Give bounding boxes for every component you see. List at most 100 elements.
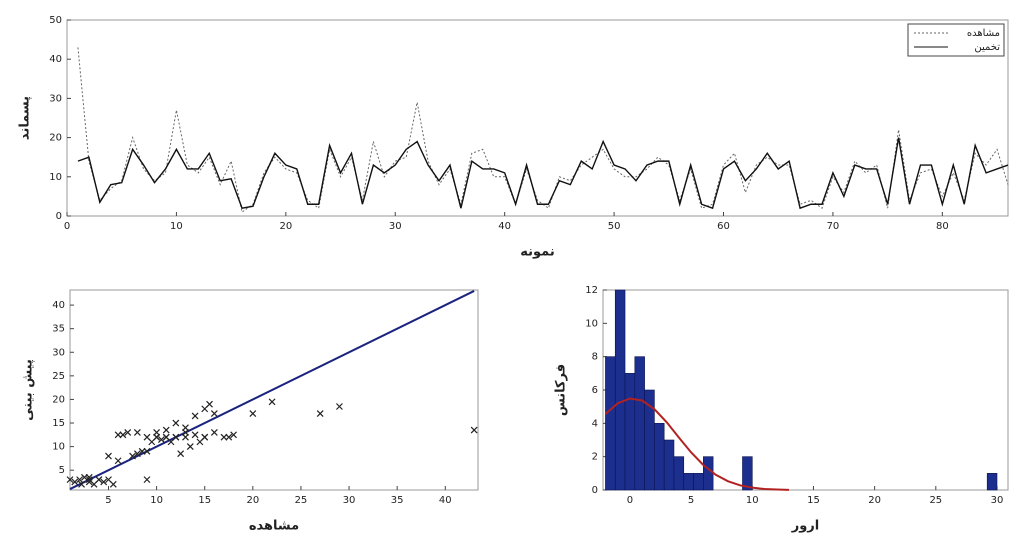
x-tick-label: 0 — [64, 221, 70, 232]
scatter-point — [153, 433, 161, 441]
plot-frame — [66, 19, 1009, 217]
scatter-point — [316, 410, 324, 418]
scatter-point — [143, 476, 151, 484]
histogram-bar — [693, 473, 704, 491]
scatter-point — [76, 476, 84, 484]
scatter-point — [143, 447, 151, 455]
y-tick-label: 50 — [49, 15, 62, 26]
scatter-point — [109, 480, 117, 488]
y-tick-label: 4 — [592, 418, 598, 429]
y-tick-label: 30 — [49, 93, 62, 104]
scatter-point — [100, 478, 108, 486]
scatter-point — [129, 452, 136, 460]
x-tick-label: 0 — [627, 495, 633, 506]
scatter-point — [186, 443, 194, 451]
histogram-bar — [634, 356, 645, 491]
plot-frame — [69, 289, 479, 491]
x-tick-label: 20 — [246, 495, 259, 506]
y-tick-label: 0 — [592, 485, 598, 496]
scatter-point — [268, 398, 276, 406]
scatter-point — [162, 433, 170, 441]
scatter-point — [182, 429, 189, 436]
scatter-point — [230, 431, 238, 439]
y-tick-label: 35 — [52, 324, 65, 335]
scatter-point — [162, 426, 170, 434]
scatter-point — [191, 412, 199, 420]
histogram-bar — [605, 356, 616, 491]
x-tick-label: 30 — [991, 495, 1004, 506]
histogram-bar — [742, 456, 753, 491]
scatter-point — [206, 400, 213, 408]
y-tick-label: 25 — [52, 371, 65, 382]
histogram-bar — [683, 473, 694, 491]
y-tick-label: 40 — [49, 54, 62, 65]
y-tick-label: 10 — [49, 172, 62, 183]
y-tick-label: 40 — [52, 300, 65, 311]
y-tick-label: 15 — [52, 418, 65, 429]
y-tick-label: 0 — [56, 211, 62, 222]
x-axis-label: ارور — [791, 519, 820, 534]
scatter-point — [470, 426, 478, 434]
x-tick-label: 30 — [389, 221, 402, 232]
x-tick-label: 5 — [688, 495, 694, 506]
scatter-point — [172, 433, 180, 441]
legend-label: تخمین — [974, 42, 1000, 53]
histogram-bar — [614, 289, 626, 491]
x-axis-label: مشاهده — [249, 519, 299, 534]
fit-line — [69, 290, 475, 490]
scatter-point — [133, 429, 141, 436]
x-tick-label: 70 — [827, 221, 840, 232]
scatter-point — [336, 403, 343, 410]
scatter-point — [157, 436, 165, 443]
scatter-point — [105, 452, 112, 460]
x-tick-label: 10 — [170, 221, 183, 232]
x-tick-label: 80 — [936, 221, 949, 232]
histogram-bar — [673, 456, 685, 491]
x-tick-label: 15 — [807, 495, 820, 506]
histogram-bar — [663, 439, 675, 491]
y-axis-label: پیش بینی — [21, 359, 36, 421]
x-tick-label: 20 — [279, 221, 292, 232]
histogram-bar — [986, 473, 998, 491]
x-tick-label: 40 — [498, 221, 511, 232]
x-tick-label: 35 — [391, 495, 404, 506]
scatter-point — [177, 450, 185, 458]
scatter-point — [210, 410, 218, 418]
scatter-point — [119, 431, 127, 439]
x-tick-label: 15 — [198, 495, 211, 506]
y-tick-label: 6 — [592, 385, 598, 396]
x-tick-label: 10 — [150, 495, 163, 506]
x-tick-label: 10 — [746, 495, 759, 506]
scatter-point — [66, 476, 74, 484]
scatter-point — [201, 433, 209, 441]
y-tick-label: 30 — [52, 347, 65, 358]
scatter-point — [249, 410, 257, 418]
histogram-bar — [624, 373, 636, 491]
y-tick-label: 8 — [592, 352, 598, 363]
histogram-bar — [703, 456, 714, 491]
data-line — [77, 137, 1009, 210]
scatter-point — [124, 429, 132, 436]
scatter-point — [114, 457, 122, 465]
legend-box — [907, 23, 1005, 57]
y-axis-label: پسماند — [18, 96, 33, 140]
y-tick-label: 20 — [49, 133, 62, 144]
y-tick-label: 10 — [52, 442, 65, 453]
scatter-point — [225, 433, 233, 441]
x-tick-label: 30 — [343, 495, 356, 506]
scatter-point — [85, 473, 93, 481]
x-tick-label: 25 — [295, 495, 308, 506]
scatter-point — [71, 478, 79, 486]
y-tick-label: 10 — [585, 318, 598, 329]
x-tick-label: 20 — [868, 495, 881, 506]
scatter-point — [191, 431, 199, 439]
scatter-point — [78, 480, 85, 488]
x-tick-label: 25 — [929, 495, 942, 506]
x-tick-label: 5 — [105, 495, 111, 506]
x-tick-label: 60 — [717, 221, 730, 232]
scatter-point — [133, 450, 141, 458]
data-line — [77, 47, 1009, 213]
x-tick-label: 40 — [439, 495, 452, 506]
scatter-point — [95, 476, 103, 484]
